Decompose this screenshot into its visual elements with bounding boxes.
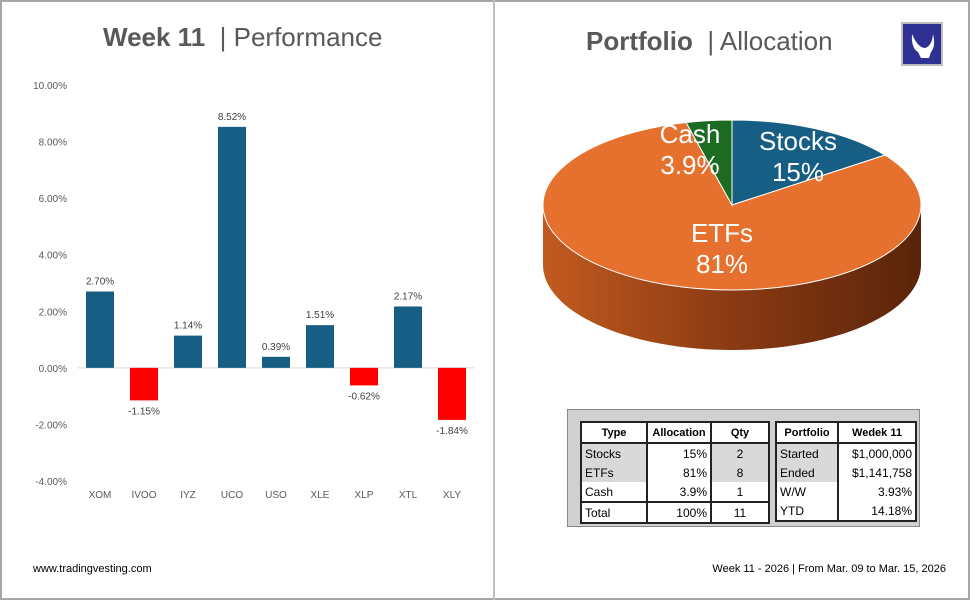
pie-side-ETFs xyxy=(543,205,921,350)
y-tick-label: 2.00% xyxy=(39,307,67,318)
header-allocation: Allocation xyxy=(646,422,711,444)
cell: 15% xyxy=(646,443,711,463)
cell: Ended xyxy=(775,463,838,482)
y-tick-label: 4.00% xyxy=(39,251,67,262)
bar-USO xyxy=(262,356,290,368)
data-label-XOM: 2.70% xyxy=(86,276,114,287)
cell: Started xyxy=(775,443,838,463)
y-tick-label: -4.00% xyxy=(35,477,67,488)
divider xyxy=(493,0,495,600)
y-tick-label: 8.00% xyxy=(39,138,67,149)
header-qty: Qty xyxy=(710,422,769,444)
performance-title: Week 11 | Performance xyxy=(103,22,382,53)
website-footer: www.tradingvesting.com xyxy=(33,563,152,575)
pie-value-Stocks: 15% xyxy=(772,157,824,187)
x-tick-label-XLP: XLP xyxy=(355,490,374,501)
data-label-XTL: 2.17% xyxy=(394,291,422,302)
cell: YTD xyxy=(775,501,838,521)
pie-label-ETFs: ETFs xyxy=(691,218,753,248)
pie-label-Stocks: Stocks xyxy=(759,126,837,156)
cell: 81% xyxy=(646,463,711,482)
portfolio-table: Portfolio Wedek 11 Started $1,000,000 Ende… xyxy=(775,421,917,522)
bar-XOM xyxy=(86,291,114,368)
cell: 8 xyxy=(710,463,769,482)
pie-value-ETFs: 81% xyxy=(696,249,748,279)
pie-slice-ETFs xyxy=(542,122,922,291)
data-label-XLY: -1.84% xyxy=(436,426,468,437)
cell: $1,000,000 xyxy=(837,443,916,463)
y-tick-label: -2.00% xyxy=(35,420,67,431)
pie-label-Cash: Cash xyxy=(660,119,721,149)
bar-XLE xyxy=(306,325,334,368)
cell: Cash xyxy=(580,482,647,502)
allocation-table: Type Allocation Qty Stocks 15% 2 ETFs 81% 8 Ca… xyxy=(580,421,770,524)
cell: 14.18% xyxy=(837,501,916,521)
cell: 11 xyxy=(710,501,769,523)
cell: W/W xyxy=(775,482,838,501)
tables-panel: Type Allocation Qty Stocks 15% 2 ETFs 81% 8 Ca… xyxy=(567,409,920,527)
x-tick-label-IVOO: IVOO xyxy=(131,490,156,501)
title-bold: Week 11 xyxy=(103,22,206,52)
header-portfolio: Portfolio xyxy=(775,422,838,444)
title-rest: | Allocation xyxy=(707,26,833,56)
y-tick-label: 10.00% xyxy=(33,81,67,92)
x-tick-label-XLE: XLE xyxy=(311,490,330,501)
cell: 1 xyxy=(710,482,769,502)
header-week: Wedek 11 xyxy=(837,422,916,444)
title-rest: | Performance xyxy=(219,22,383,52)
bar-XLY xyxy=(438,367,466,420)
cell: 3.9% xyxy=(646,482,711,502)
data-label-UCO: 8.52% xyxy=(218,112,246,123)
bar-IYZ xyxy=(174,335,202,368)
performance-bar-chart: 10.00% 8.00% 6.00% 4.00% 2.00% 0.00% -2.00% -4.… xyxy=(33,81,474,501)
cell: 3.93% xyxy=(837,482,916,501)
pie-slice-Stocks xyxy=(731,119,887,206)
cell: ETFs xyxy=(580,463,647,482)
data-label-IYZ: 1.14% xyxy=(174,321,202,332)
bar-XTL xyxy=(394,306,422,368)
cell: Total xyxy=(580,501,647,523)
x-tick-label-XOM: XOM xyxy=(89,490,112,501)
bull-logo-icon xyxy=(901,22,943,66)
x-tick-label-XTL: XTL xyxy=(399,490,418,501)
date-range-footer: Week 11 - 2026 | From Mar. 09 to Mar. 15… xyxy=(712,563,946,575)
x-tick-label-UCO: UCO xyxy=(221,490,243,501)
bar-UCO xyxy=(218,126,246,368)
allocation-title: Portfolio | Allocation xyxy=(586,26,833,57)
title-bold: Portfolio xyxy=(586,26,693,56)
x-tick-label-XLY: XLY xyxy=(443,490,461,501)
pie-value-Cash: 3.9% xyxy=(660,150,719,180)
data-label-XLE: 1.51% xyxy=(306,310,334,321)
cell: $1,141,758 xyxy=(837,463,916,482)
data-label-USO: 0.39% xyxy=(262,342,290,353)
x-tick-label-USO: USO xyxy=(265,490,287,501)
x-tick-label-IYZ: IYZ xyxy=(180,490,196,501)
y-tick-label: 6.00% xyxy=(39,194,67,205)
cell: 2 xyxy=(710,443,769,463)
bar-IVOO xyxy=(130,367,158,401)
cell: Stocks xyxy=(580,443,647,463)
data-label-IVOO: -1.15% xyxy=(128,406,160,417)
bar-XLP xyxy=(350,367,378,386)
pie-slice-Cash xyxy=(685,119,733,207)
cell: 100% xyxy=(646,501,711,523)
y-tick-label: 0.00% xyxy=(39,364,67,375)
header-type: Type xyxy=(580,422,647,444)
data-label-XLP: -0.62% xyxy=(348,391,380,402)
